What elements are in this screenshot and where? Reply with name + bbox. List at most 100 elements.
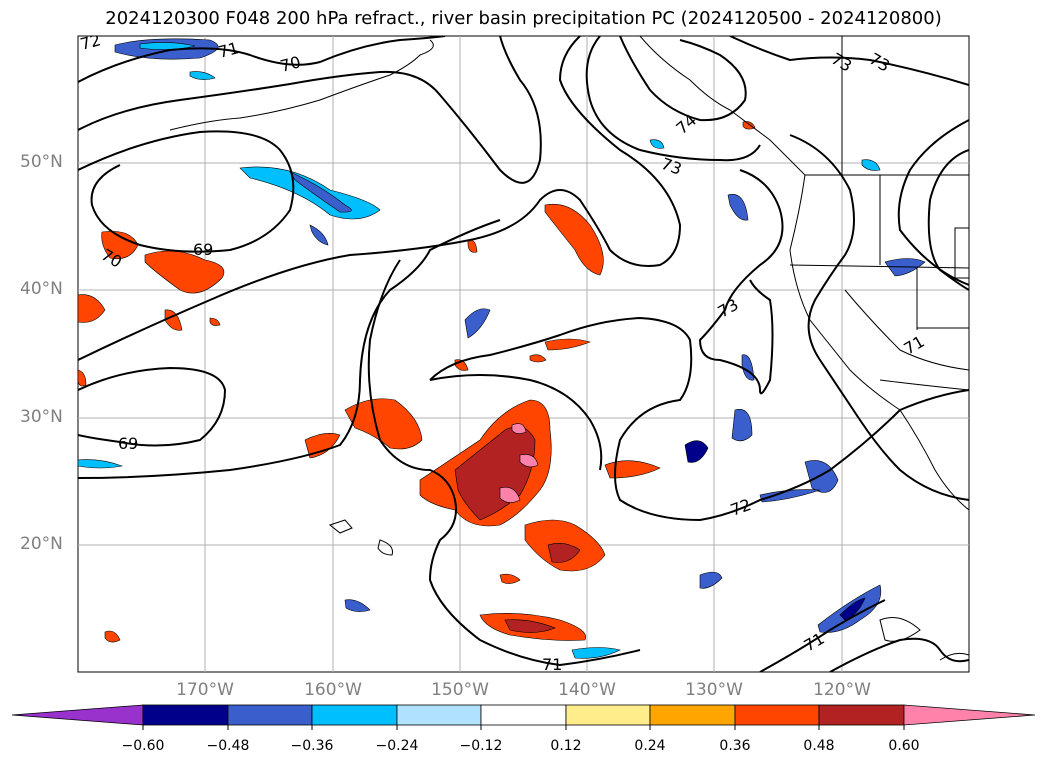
precip-area: [499, 486, 521, 503]
colorbar-segment: [227, 704, 313, 726]
precip-area: [304, 433, 341, 459]
precip-area: [289, 171, 352, 213]
colorbar-tick-label: 0.12: [550, 738, 582, 754]
precip-area: [101, 231, 139, 259]
colorbar-tick-label: 0.48: [803, 738, 835, 754]
contour-label: 71: [542, 655, 562, 674]
map-title: 2024120300 F048 200 hPa refract., river …: [105, 8, 942, 29]
contour-line: [897, 119, 969, 286]
contour-label: 69: [193, 240, 213, 259]
precip-area: [309, 224, 329, 246]
colorbar-extend-high: [903, 704, 1036, 726]
colorbar-extend-low: [11, 704, 144, 726]
precip-area: [344, 398, 423, 450]
coastline: [377, 539, 393, 556]
contour-line: [78, 36, 446, 83]
lat-label: 40°N: [20, 279, 63, 299]
precip-area: [547, 543, 581, 563]
contour-label: 71: [216, 38, 241, 62]
precip-area: [571, 647, 621, 659]
lat-label: 30°N: [20, 407, 63, 427]
colorbar-tick-label: −0.24: [375, 738, 419, 754]
coastline: [169, 39, 434, 131]
lat-label: 50°N: [20, 152, 63, 172]
contour-line: [698, 169, 784, 395]
precip-area: [464, 308, 491, 339]
coastline: [789, 264, 969, 269]
precip-area: [504, 619, 556, 633]
refractivity-contours: [78, 36, 969, 672]
colorbar-segment: [565, 704, 651, 726]
precip-area: [604, 460, 661, 479]
coastlines: [169, 36, 969, 661]
contour-line: [78, 219, 501, 479]
lon-label: 160°W: [304, 680, 362, 700]
precip-area: [344, 599, 371, 612]
contour-line: [78, 366, 227, 447]
precip-area: [727, 193, 749, 221]
lon-label: 150°W: [431, 680, 489, 700]
colorbar-segment: [142, 704, 229, 726]
lon-label: 170°W: [176, 680, 234, 700]
precip-area: [189, 71, 216, 80]
contour-label: 69: [118, 434, 138, 453]
precip-area: [139, 42, 196, 50]
coastline: [844, 289, 969, 371]
precip-area: [164, 309, 183, 331]
contour-line: [78, 130, 295, 253]
coastline: [939, 652, 969, 661]
contour-line: [927, 149, 969, 291]
contour-line: [729, 36, 969, 86]
precip-area: [731, 408, 753, 442]
precip-area: [742, 121, 756, 130]
colorbar-segment: [311, 704, 398, 726]
colorbar-segment: [480, 704, 567, 726]
precip-negative-anomalies: [78, 38, 926, 659]
colorbar: [11, 704, 1036, 730]
precip-area: [511, 423, 527, 434]
colorbar-tick-label: 0.36: [719, 738, 751, 754]
contour-line: [78, 36, 682, 361]
colorbar-tick-label: −0.12: [459, 738, 503, 754]
precip-area: [209, 317, 221, 326]
contour-line: [367, 259, 641, 667]
colorbar-tick-label: 0.24: [634, 738, 666, 754]
precip-area: [699, 571, 723, 589]
colorbar-segment: [649, 704, 736, 726]
contour-line: [759, 599, 886, 672]
contour-line: [829, 637, 969, 672]
colorbar-tick-label: −0.36: [290, 738, 334, 754]
colorbar-tick-label: 0.60: [888, 738, 920, 754]
precip-area: [519, 454, 539, 468]
colorbar-segment: [818, 704, 905, 726]
map-frame: [77, 35, 970, 673]
colorbar-tick-label: −0.60: [121, 738, 165, 754]
contour-line: [429, 316, 969, 522]
lat-label: 20°N: [20, 534, 63, 554]
lon-label: 130°W: [685, 680, 743, 700]
colorbar-segment: [734, 704, 820, 726]
contour-line: [789, 134, 969, 501]
contour-line: [78, 36, 542, 184]
coastline: [879, 379, 969, 391]
colorbar-segment: [396, 704, 482, 726]
precip-area: [78, 294, 106, 323]
lon-label: 140°W: [558, 680, 616, 700]
contour-line: [585, 36, 761, 162]
precip-area: [78, 459, 124, 469]
contour-line: [619, 36, 747, 122]
contour-label: 72: [78, 30, 103, 54]
precip-area: [144, 250, 225, 294]
coastline: [954, 227, 969, 279]
contour-label: 70: [278, 52, 303, 76]
lon-label: 120°W: [813, 680, 871, 700]
precip-area: [78, 369, 87, 387]
colorbar-tick-label: −0.48: [206, 738, 250, 754]
precip-area: [804, 460, 839, 493]
precip-area: [649, 139, 665, 149]
precip-area: [529, 354, 547, 363]
coastline: [879, 617, 921, 642]
precip-area: [759, 489, 821, 503]
contour-line: [429, 374, 603, 471]
